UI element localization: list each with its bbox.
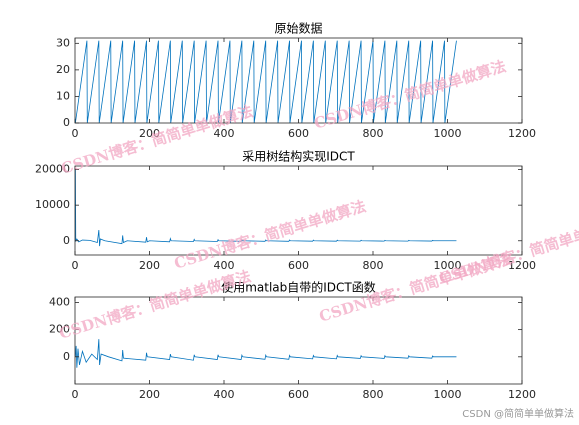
x-tick-label: 0 [72, 388, 79, 401]
x-tick-label: 600 [288, 127, 309, 140]
y-tick-label: 0 [63, 350, 70, 363]
plot-area [75, 339, 457, 368]
subplot-title: 原始数据 [274, 21, 322, 36]
subplot-title: 使用matlab自带的IDCT函数 [221, 280, 376, 295]
credit: CSDN @简简单单做算法 [462, 407, 574, 420]
x-tick-label: 800 [363, 259, 384, 272]
x-tick-label: 1000 [434, 259, 462, 272]
x-tick-label: 800 [363, 388, 384, 401]
x-tick-label: 400 [214, 127, 235, 140]
y-tick-label: 20000 [35, 163, 70, 176]
y-tick-label: 200 [49, 323, 70, 336]
data-line [75, 169, 457, 247]
x-tick-label: 1200 [508, 259, 536, 272]
plots: 原始数据 0 200 400 600 800 1000 1200 0 10 20 30 采用树结构实现I… [35, 21, 536, 402]
y-tick-label: 400 [49, 295, 70, 308]
x-tick-label: 600 [288, 388, 309, 401]
y-tick-label: 10 [56, 89, 70, 102]
x-tick-label: 800 [363, 127, 384, 140]
subplot: 原始数据 0 200 400 600 800 1000 1200 0 10 20 30 [56, 21, 536, 141]
y-tick-label: 10000 [35, 198, 70, 211]
x-tick-label: 200 [139, 388, 160, 401]
x-tick-label: 1200 [508, 127, 536, 140]
x-tick-label: 1200 [508, 388, 536, 401]
subplot: 采用树结构实现IDCT 0 200 400 600 800 1000 1200 0 10000 20… [35, 149, 536, 273]
x-tick-label: 0 [72, 259, 79, 272]
x-tick-label: 400 [214, 259, 235, 272]
data-line [75, 40, 457, 123]
y-tick-label: 0 [63, 116, 70, 129]
x-tick-label: 400 [214, 388, 235, 401]
y-tick-label: 30 [56, 36, 70, 49]
y-tick-label: 0 [63, 234, 70, 247]
x-tick-label: 200 [139, 127, 160, 140]
subplot-title: 采用树结构实现IDCT [242, 149, 355, 164]
subplot: 使用matlab自带的IDCT函数 0 200 400 600 800 1000 1200 0 2… [49, 280, 536, 402]
x-tick-label: 600 [288, 259, 309, 272]
x-tick-label: 200 [139, 259, 160, 272]
plot-area [75, 40, 457, 123]
data-line [75, 339, 457, 368]
plot-area [75, 169, 457, 247]
x-tick-label: 1000 [434, 388, 462, 401]
x-tick-label: 1000 [434, 127, 462, 140]
y-tick-label: 20 [56, 63, 70, 76]
x-tick-label: 0 [72, 127, 79, 140]
